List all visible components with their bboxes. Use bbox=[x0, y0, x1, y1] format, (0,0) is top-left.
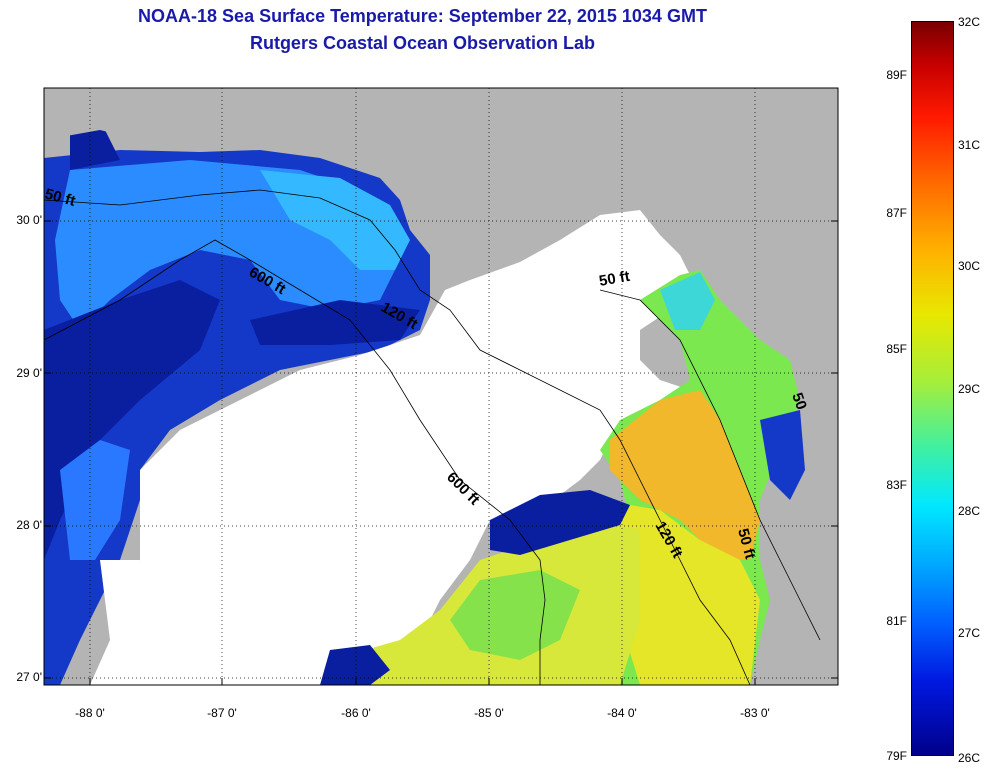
y-tick-label: 30 0' bbox=[16, 213, 42, 227]
colorbar-fahrenheit-label: 89F bbox=[886, 68, 907, 82]
northwest-ocean-deep bbox=[44, 280, 220, 560]
colorbar-celsius-label: 26C bbox=[958, 751, 981, 765]
south-cold-patch-2 bbox=[320, 645, 390, 685]
no-data-southwest bbox=[90, 560, 150, 685]
east-ocean-warm bbox=[610, 390, 760, 560]
colorbar-fahrenheit-label: 83F bbox=[886, 478, 907, 492]
x-tick-label: -87 0' bbox=[207, 706, 237, 720]
y-tick-label: 28 0' bbox=[16, 518, 42, 532]
florida-peninsula bbox=[44, 88, 838, 685]
colorbar-celsius-label: 27C bbox=[958, 626, 981, 640]
tick-marks bbox=[44, 220, 838, 685]
contour-label-50-far: 50 bbox=[788, 391, 810, 412]
south-cold-patch bbox=[490, 490, 630, 555]
temperature-colorbar bbox=[911, 21, 954, 756]
chart-subtitle: Rutgers Coastal Ocean Observation Lab bbox=[249, 33, 596, 53]
x-tick-label: -85 0' bbox=[474, 706, 504, 720]
x-tick-label: -84 0' bbox=[607, 706, 637, 720]
colorbar-celsius-label: 29C bbox=[958, 382, 981, 396]
x-tick-label: -86 0' bbox=[341, 706, 371, 720]
y-tick-label: 27 0' bbox=[16, 670, 42, 684]
colorbar-fahrenheit-label: 85F bbox=[886, 342, 907, 356]
coast-cold-patch bbox=[760, 410, 805, 500]
y-tick-label: 29 0' bbox=[16, 366, 42, 380]
east-ocean-cyan bbox=[660, 272, 715, 330]
colorbar-celsius-label: 28C bbox=[958, 504, 981, 518]
x-tick-label: -88 0' bbox=[75, 706, 105, 720]
south-cold-band bbox=[250, 300, 420, 345]
colorbar-celsius-label: 31C bbox=[958, 138, 981, 152]
plot-frame bbox=[43, 87, 839, 686]
south-ocean-green bbox=[450, 570, 580, 660]
chart-title: NOAA-18 Sea Surface Temperature: Septemb… bbox=[138, 6, 707, 26]
colorbar-fahrenheit-label: 87F bbox=[886, 206, 907, 220]
colorbar-fahrenheit-label: 79F bbox=[886, 749, 907, 763]
colorbar-celsius-label: 32C bbox=[958, 15, 981, 29]
grid-lines bbox=[44, 88, 838, 685]
x-tick-label: -83 0' bbox=[740, 706, 770, 720]
west-cool-strip bbox=[60, 440, 130, 560]
colorbar-fahrenheit-label: 81F bbox=[886, 614, 907, 628]
no-data-region bbox=[140, 210, 690, 685]
contour-label-50ft-east: 50 ft bbox=[598, 268, 631, 290]
colorbar-celsius-label: 30C bbox=[958, 259, 981, 273]
depth-contours bbox=[43, 189, 821, 686]
